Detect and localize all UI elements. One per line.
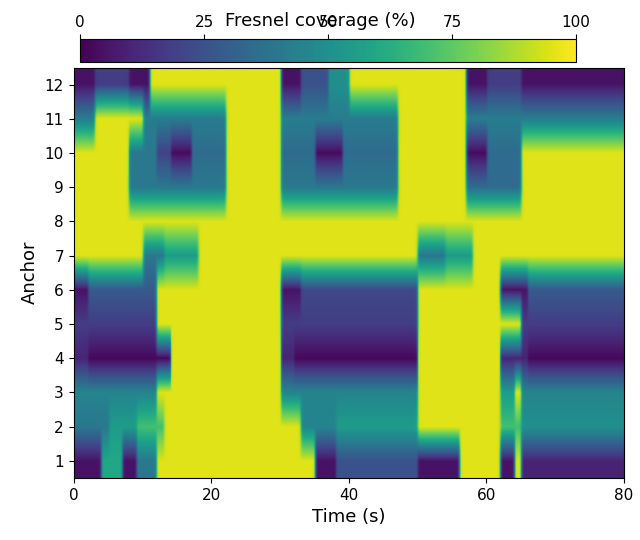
X-axis label: Time (s): Time (s) [312,508,385,526]
Y-axis label: Anchor: Anchor [21,241,39,305]
Text: Fresnel coverage (%): Fresnel coverage (%) [225,12,415,30]
